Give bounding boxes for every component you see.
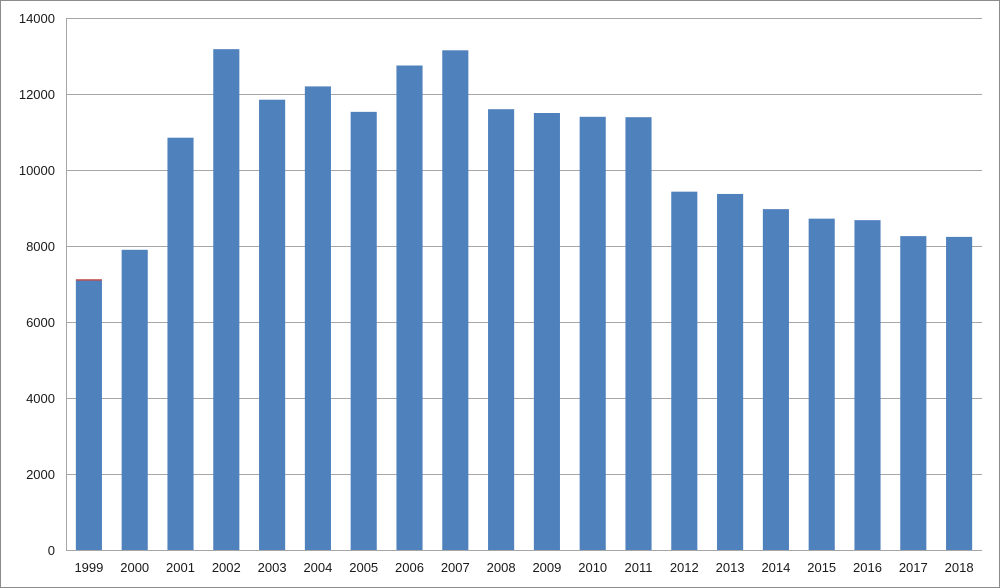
bars	[75, 49, 973, 551]
bar-2018	[946, 236, 973, 550]
x-tick-label: 2001	[166, 560, 195, 575]
x-tick-label: 2018	[945, 560, 974, 575]
x-tick-label: 2003	[258, 560, 287, 575]
bar-2012	[671, 191, 698, 550]
bar-2000	[121, 249, 148, 551]
tick-labels: 0 2000 4000 6000 8000 10000 12000 14000 1999 2000…	[19, 11, 974, 575]
bar-2007	[442, 50, 469, 551]
bar-2002	[213, 49, 240, 550]
bar-2001	[167, 137, 194, 550]
bar-2010	[579, 116, 606, 551]
gridlines	[66, 18, 982, 475]
x-tick-label: 2009	[532, 560, 561, 575]
y-tick-label: 14000	[19, 11, 55, 26]
x-tick-label: 2004	[303, 560, 332, 575]
y-tick-label: 12000	[19, 87, 55, 102]
x-tick-label: 1999	[74, 560, 103, 575]
x-tick-label: 2000	[120, 560, 149, 575]
bar-2014	[762, 209, 789, 550]
x-tick-label: 2015	[807, 560, 836, 575]
bar-2013	[717, 193, 744, 550]
x-tick-label: 2017	[899, 560, 928, 575]
bar-2017	[900, 236, 927, 550]
bar-2016	[854, 220, 881, 550]
bar-accent-1999	[75, 279, 102, 281]
x-tick-label: 2002	[212, 560, 241, 575]
axes	[66, 18, 982, 551]
y-tick-label: 10000	[19, 163, 55, 178]
x-tick-label: 2005	[349, 560, 378, 575]
bar-2008	[488, 109, 515, 550]
x-tick-label: 2012	[670, 560, 699, 575]
y-tick-label: 0	[48, 543, 55, 558]
x-tick-label: 2010	[578, 560, 607, 575]
x-tick-label: 2016	[853, 560, 882, 575]
bar-2003	[259, 99, 286, 550]
bar-1999	[75, 280, 102, 550]
y-tick-label: 6000	[26, 315, 55, 330]
bar-2006	[396, 65, 423, 550]
y-tick-label: 2000	[26, 467, 55, 482]
x-tick-label: 2007	[441, 560, 470, 575]
x-tick-label: 2011	[625, 560, 653, 575]
bar-2005	[350, 111, 377, 551]
bar-2009	[533, 113, 560, 550]
bar-2011	[625, 117, 652, 551]
y-tick-label: 8000	[26, 239, 55, 254]
x-tick-label: 2008	[487, 560, 516, 575]
bar-2004	[304, 86, 331, 551]
x-tick-label: 2014	[761, 560, 790, 575]
bar-2015	[808, 218, 835, 550]
x-tick-label: 2013	[716, 560, 745, 575]
x-tick-label: 2006	[395, 560, 424, 575]
y-tick-label: 4000	[26, 391, 55, 406]
